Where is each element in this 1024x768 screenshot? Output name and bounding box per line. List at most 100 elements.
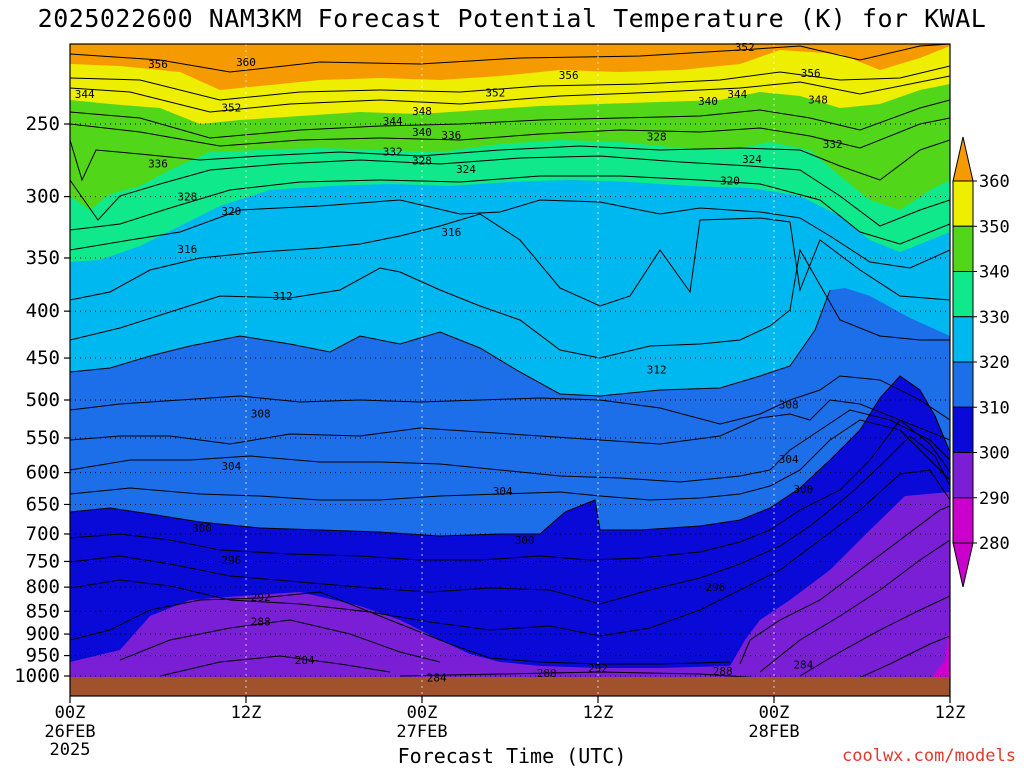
contour-label: 344 [75,88,95,101]
contour-label: 348 [808,93,828,106]
contour-label: 352 [735,41,755,54]
x-tick-year: 2025 [50,740,91,760]
contour-label: 284 [295,654,315,667]
contour-label: 288 [251,615,271,628]
x-tick-label: 12Z [583,703,614,723]
colorbar-swatch [952,225,974,272]
contour-line [70,155,950,227]
contour-line [849,635,950,683]
colorbar-swatch [952,361,974,408]
colorbar-swatch [952,271,974,318]
contour-line [70,175,950,245]
contour-label: 296 [705,581,725,594]
colorbar: 280 290 300 310 320 330 340 350 360 [952,136,1010,588]
contour-label: 352 [485,87,505,100]
contour-label: 308 [251,407,271,420]
contour-label: 300 [515,534,535,547]
colorbar-label: 290 [979,489,1010,509]
colorbar-label: 280 [979,534,1010,554]
colorbar-arrow-top [952,136,974,182]
contour-line [70,75,950,113]
contour-label: 336 [148,157,168,170]
y-tick-label: 950 [26,645,60,667]
contour-label: 356 [148,58,168,71]
contour-line [70,99,950,139]
contour-label: 312 [273,290,293,303]
contour-line [70,375,950,537]
y-tick-label: 400 [26,300,60,322]
contour-label: 304 [221,460,241,473]
y-tick-label: 250 [26,113,60,135]
contour-label: 356 [559,69,579,82]
contour-line [70,248,950,359]
contour-line [70,139,950,182]
colorbar-swatch [952,452,974,499]
colorbar-label: 300 [979,444,1010,464]
colorbar-label: 360 [979,172,1010,192]
y-tick-label: 800 [26,576,60,598]
potential-temperature-fill [70,44,950,696]
contour-label: 320 [720,174,740,187]
x-axis-title: Forecast Time (UTC) [397,744,627,768]
contour-label: 300 [192,522,212,535]
credit-link[interactable]: coolwx.com/models [842,746,1016,766]
y-tick-label: 500 [26,389,60,411]
contour-label: 324 [742,153,762,166]
contour-line [70,409,950,483]
contour-line [119,619,441,663]
contour-line [70,199,950,269]
contour-label: 324 [456,163,476,176]
x-tick-label: 12Z [231,703,262,723]
colorbar-label: 350 [979,217,1010,237]
contour-line [70,289,831,397]
contour-line [70,469,950,637]
y-tick-label: 550 [26,427,60,449]
contour-label: 328 [412,155,432,168]
contour-label: 352 [221,102,241,115]
ground-strip [70,677,950,696]
contour-label: 316 [441,226,461,239]
contour-line [70,44,950,73]
y-axis: 2503003504004505005506006507007508008509… [14,113,70,687]
contour-line [399,671,761,679]
y-tick-label: 900 [26,623,60,645]
contour-label: 304 [493,485,513,498]
contour-label: 328 [177,191,197,204]
band-290 [70,492,950,696]
contour-line [70,435,950,605]
x-tick-label: 00Z [759,703,790,723]
contour-label: 292 [588,662,608,675]
contour-lines [70,44,950,683]
y-tick-label: 750 [26,550,60,572]
contour-label: 332 [823,138,843,151]
contour-label: 292 [251,591,271,604]
colorbar-label: 320 [979,353,1010,373]
contour-label: 340 [698,95,718,108]
x-tick-label: 00Z [55,703,86,723]
contour-label: 288 [713,665,733,678]
contour-line [739,505,950,665]
contour-labels: 356 360 344 352 348 344 340 336 352 356 352 356 344 3… [75,41,843,685]
contour-label: 296 [221,554,241,567]
y-tick-label: 700 [26,523,60,545]
colorbar-swatch [952,180,974,227]
colorbar-swatch [952,406,974,453]
contour-label: 316 [177,243,197,256]
y-tick-label: 1000 [14,665,60,687]
contour-label: 360 [236,56,256,69]
y-tick-label: 350 [26,247,60,269]
y-tick-label: 650 [26,493,60,515]
y-tick-label: 600 [26,462,60,484]
x-tick-date: 27FEB [396,722,447,742]
contour-label: 340 [412,126,432,139]
contour-line [799,595,950,677]
colorbar-arrow-bottom [952,542,974,588]
contour-line [759,539,950,673]
colorbar-label: 310 [979,398,1010,418]
x-tick-label: 12Z [935,703,966,723]
y-tick-label: 850 [26,600,60,622]
contour-line [70,213,950,307]
contour-line [70,419,950,501]
